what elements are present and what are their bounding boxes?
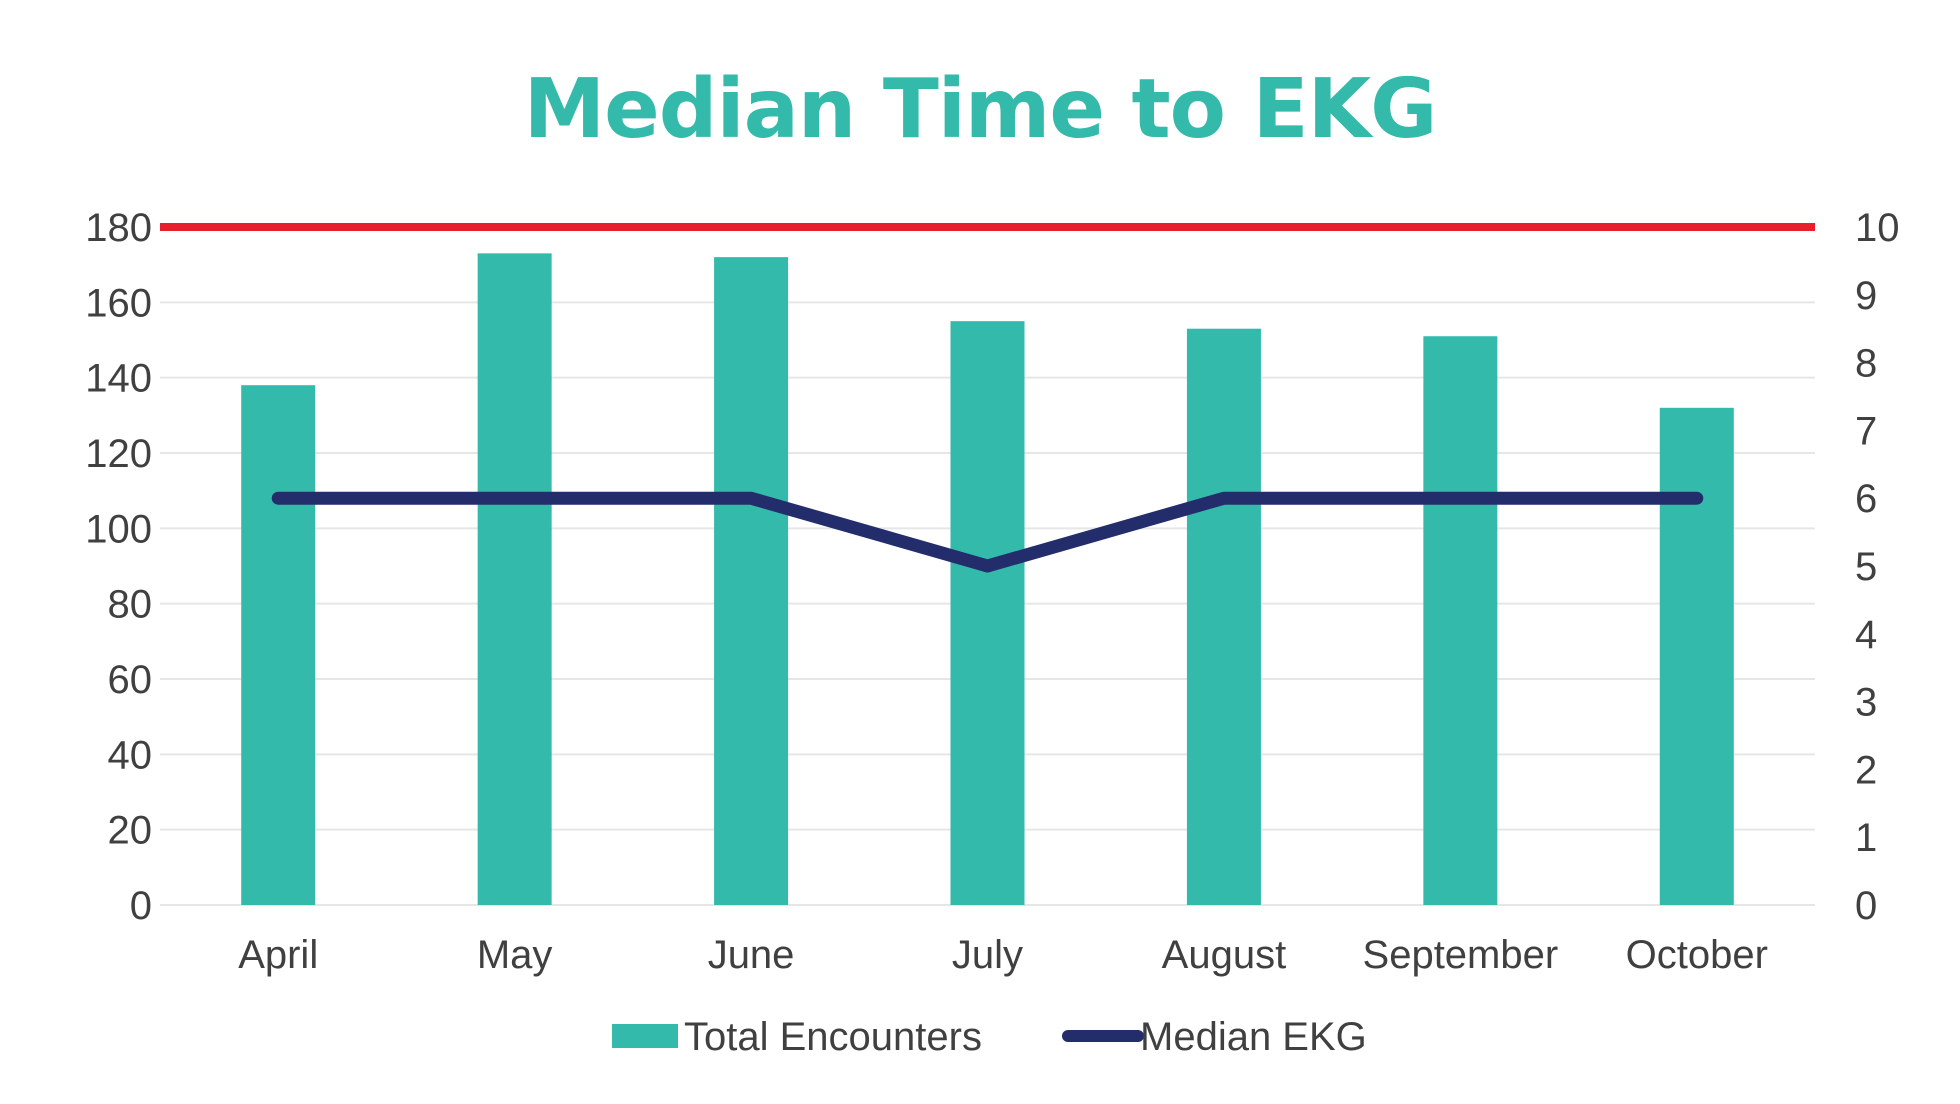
- left-tick-label-0: 0: [130, 884, 152, 928]
- right-axis-ticks: 0 1 2 3 4 5 6 7 8 9 10: [1855, 206, 1900, 928]
- chart-title: Median Time to EKG: [523, 62, 1438, 157]
- left-tick-label-8: 160: [85, 281, 152, 325]
- line-median-ekg: [271, 491, 1704, 573]
- left-tick-label-7: 140: [85, 357, 152, 401]
- legend-swatch-total-encounters: [612, 1024, 678, 1048]
- left-tick-label-1: 20: [108, 809, 153, 853]
- left-tick-label-3: 60: [108, 658, 153, 702]
- category-label-september: September: [1363, 933, 1559, 977]
- left-tick-label-6: 120: [85, 432, 152, 476]
- right-tick-label-9: 9: [1855, 274, 1877, 318]
- bar-july: [950, 321, 1025, 906]
- category-axis: April May June July August September October: [238, 933, 1768, 977]
- median-ekg-point-august: [1223, 497, 1225, 499]
- left-tick-label-5: 100: [85, 507, 152, 551]
- left-tick-label-2: 40: [108, 733, 153, 777]
- right-tick-label-0: 0: [1855, 884, 1877, 928]
- median-ekg-point-june: [750, 497, 752, 499]
- right-tick-label-8: 8: [1855, 342, 1877, 386]
- bar-october: [1659, 407, 1734, 905]
- left-tick-label-4: 80: [108, 583, 153, 627]
- category-label-october: October: [1626, 933, 1768, 977]
- median-ekg-point-april: [277, 497, 279, 499]
- category-label-august: August: [1162, 933, 1287, 977]
- right-tick-label-7: 7: [1855, 409, 1877, 453]
- bar-may: [477, 253, 552, 905]
- left-tick-label-9: 180: [85, 206, 152, 250]
- median-ekg-point-july: [987, 565, 988, 567]
- legend-label-total-encounters: Total Encounters: [684, 1015, 982, 1059]
- left-axis-ticks: 0 20 40 60 80 100 120 140 160 180: [85, 206, 152, 928]
- category-label-june: June: [708, 933, 795, 977]
- category-label-april: April: [238, 933, 318, 977]
- right-tick-label-10: 10: [1855, 206, 1900, 250]
- median-ekg-point-may: [514, 497, 516, 499]
- bar-august: [1186, 328, 1261, 905]
- right-tick-label-1: 1: [1855, 816, 1877, 860]
- right-tick-label-4: 4: [1855, 613, 1877, 657]
- bar-september: [1423, 336, 1498, 905]
- legend-label-median-ekg: Median EKG: [1140, 1015, 1367, 1059]
- right-tick-label-2: 2: [1855, 748, 1877, 792]
- bars-total-encounters: [241, 253, 1734, 906]
- median-ekg-point-october: [1696, 497, 1698, 499]
- right-tick-label-5: 5: [1855, 545, 1877, 589]
- bar-june: [714, 257, 789, 906]
- legend: Total Encounters Median EKG: [612, 1015, 1367, 1059]
- median-ekg-point-september: [1459, 497, 1461, 499]
- category-label-july: July: [952, 933, 1023, 977]
- right-tick-label-6: 6: [1855, 477, 1877, 521]
- bar-april: [241, 385, 316, 905]
- right-tick-label-3: 3: [1855, 681, 1877, 725]
- category-label-may: May: [477, 933, 553, 977]
